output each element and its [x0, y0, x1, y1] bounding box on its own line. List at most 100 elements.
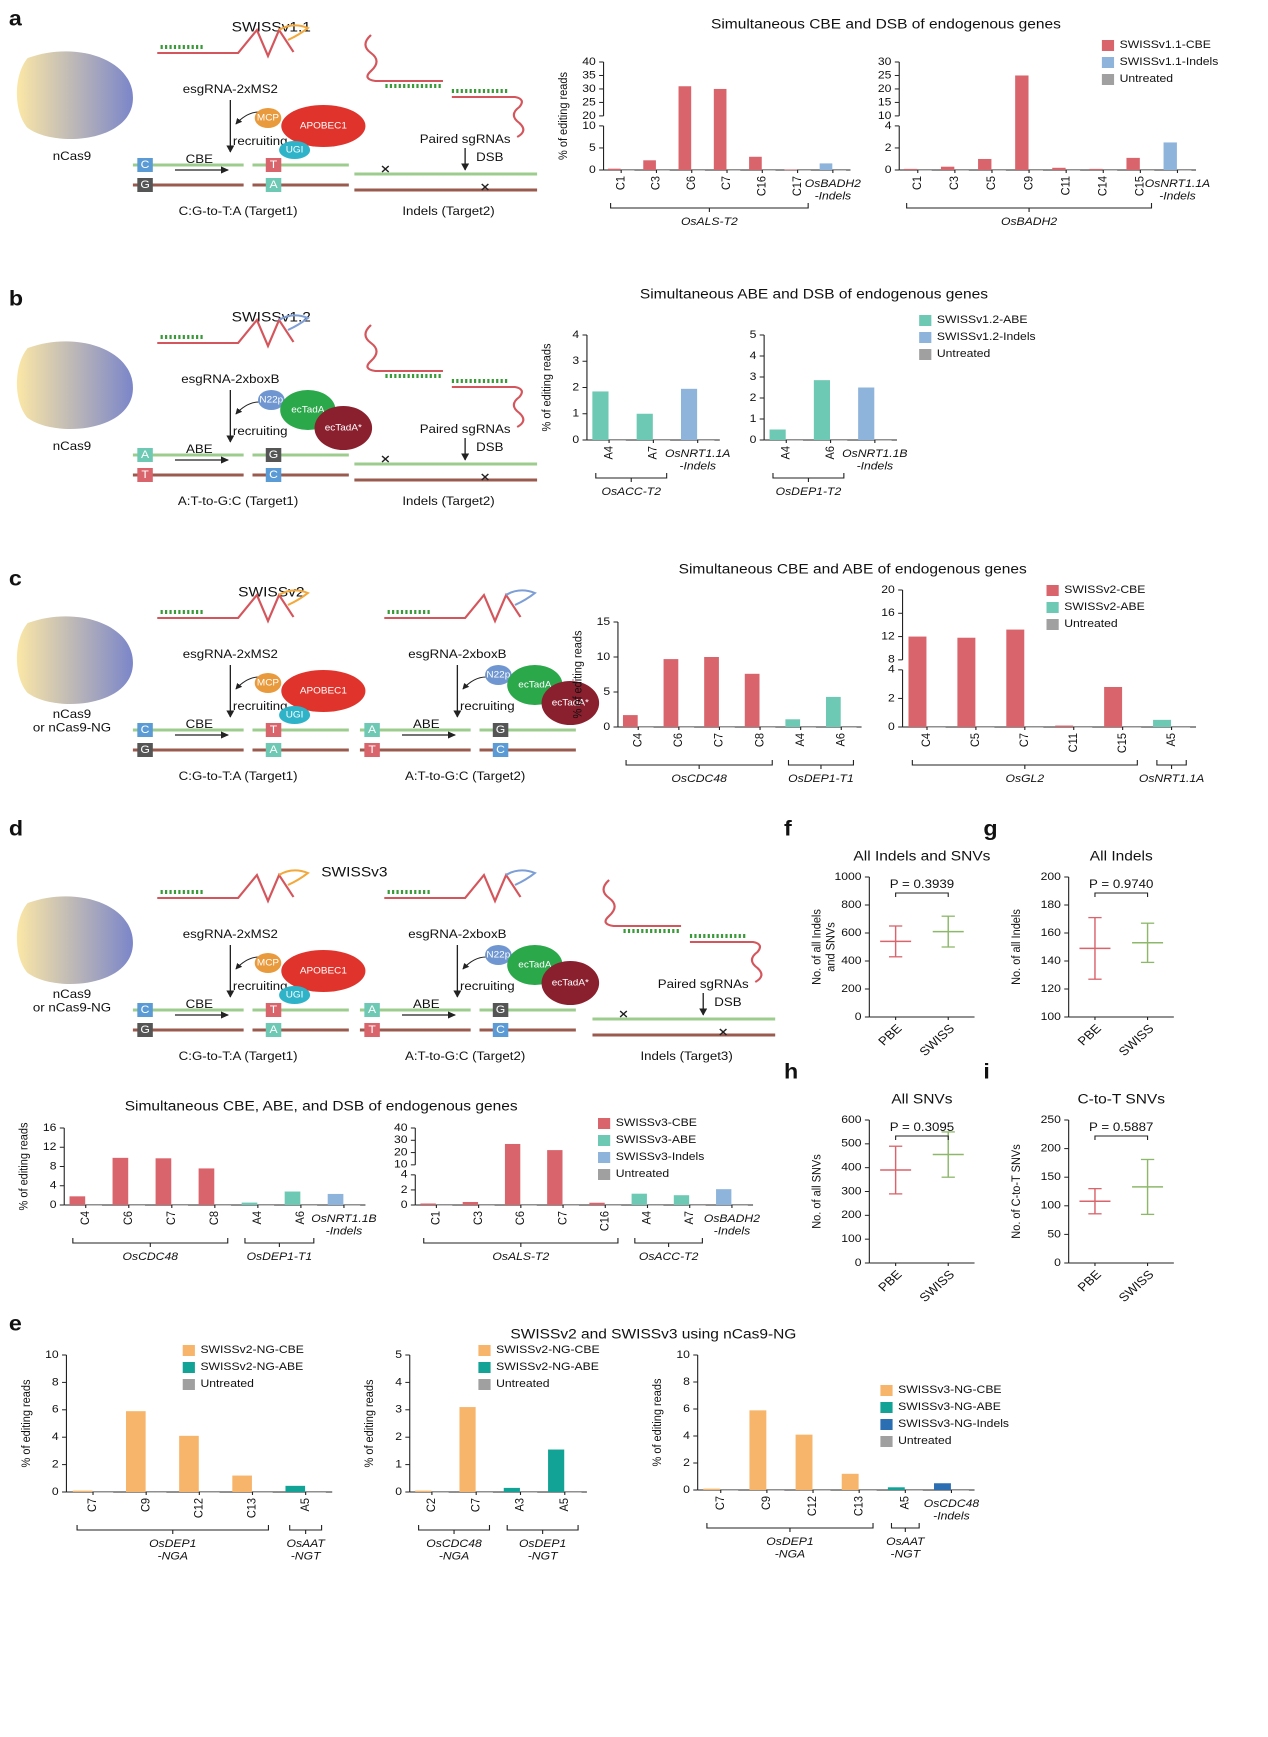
base-label: C — [496, 743, 505, 755]
guide-label: esgRNA-2xMS2 — [183, 928, 278, 941]
y-tick-label: 4 — [395, 1376, 402, 1388]
legend-swatch — [880, 1436, 893, 1447]
protein-label: ecTadA — [518, 960, 552, 970]
y-tick-label: 2 — [52, 1458, 59, 1470]
base-label: T — [368, 1023, 375, 1035]
y-tick-label: 8 — [888, 653, 895, 665]
y-tick-label: 5 — [750, 328, 757, 340]
base-label: A — [269, 1023, 277, 1035]
bar — [833, 170, 847, 171]
aptamer — [505, 869, 537, 886]
x-tick-label: OsNRT1.1A -Indels — [665, 447, 731, 472]
guide-label: esgRNA-2xMS2 — [183, 648, 278, 661]
y-tick-label: 20 — [582, 109, 596, 121]
p-bracket — [895, 892, 949, 897]
protein-label: UGI — [286, 990, 304, 1000]
base-box — [137, 178, 153, 192]
legend-label: SWISSv2-ABE — [1064, 600, 1145, 612]
bar — [126, 1411, 146, 1492]
bar — [420, 1203, 436, 1205]
legend-label: SWISSv2-NG-ABE — [200, 1360, 303, 1372]
bar — [1178, 170, 1192, 171]
base-label: A — [141, 448, 149, 460]
group-label: OsDEP1 -NGA — [766, 1535, 813, 1560]
panel-label: a — [9, 7, 23, 31]
group-label: OsAAT -NGT — [286, 1537, 325, 1562]
y-tick-label: 2 — [395, 1431, 402, 1443]
y-tick-label: 2 — [888, 692, 895, 704]
y-tick-label: 180 — [1041, 898, 1061, 910]
base-label: T — [368, 743, 375, 755]
aptamer — [505, 589, 537, 606]
y-tick-label: 1 — [750, 412, 757, 424]
panel-heading: SWISSv1.2 — [232, 310, 311, 325]
x-tick-label: C3 — [471, 1211, 485, 1225]
protein-label: N22p — [259, 395, 283, 405]
outcome-label: A:T-to-G:C (Target2) — [405, 770, 525, 783]
group-bracket — [244, 1238, 315, 1247]
x-tick-label: C15 — [1115, 733, 1129, 753]
outcome-label: A:T-to-G:C (Target1) — [178, 495, 298, 508]
legend-swatch — [1046, 585, 1059, 596]
x-tick-label: C4 — [78, 1210, 92, 1225]
reaction-label: DSB — [476, 151, 503, 164]
bar — [643, 160, 656, 170]
base-label: G — [140, 1023, 149, 1035]
y-tick-label: 5 — [589, 141, 596, 153]
bar — [648, 1205, 664, 1206]
panel-label: c — [9, 567, 22, 591]
y-tick-label: 0 — [572, 433, 579, 445]
bar — [673, 1195, 690, 1205]
bar — [284, 1191, 301, 1205]
reaction-label: DSB — [476, 441, 503, 454]
y-tick-label: 4 — [750, 349, 757, 361]
group-label: OsDEP1-T1 — [788, 772, 854, 784]
chart-title: C-to-T SNVs — [1077, 1092, 1165, 1107]
y-tick-label: 0 — [589, 163, 596, 175]
bar — [657, 170, 670, 171]
outcome-label: C:G-to-T:A (Target1) — [179, 205, 298, 218]
group-bracket — [706, 1523, 874, 1532]
x-tick-label: C7 — [1018, 733, 1032, 747]
legend-swatch — [1101, 57, 1115, 68]
x-tick-label: A4 — [251, 1210, 265, 1224]
x-tick-label: C7 — [720, 176, 734, 190]
bar — [199, 1492, 220, 1493]
bar — [957, 637, 976, 727]
outcome-label: C:G-to-T:A (Target1) — [179, 770, 298, 783]
bar — [1153, 719, 1172, 727]
base-label: C — [141, 158, 150, 170]
x-tick-label: C3 — [649, 176, 663, 190]
group-label: OsALS-T2 — [681, 215, 738, 227]
bar — [841, 727, 857, 728]
protein — [281, 670, 366, 712]
legend-swatch — [880, 1419, 893, 1430]
y-tick-label: 400 — [841, 954, 861, 966]
base-box — [265, 448, 282, 462]
x-tick-label: C16 — [755, 176, 769, 196]
bar — [934, 1483, 951, 1490]
y-tick-label: 2 — [401, 1183, 408, 1195]
cas9-shape — [16, 896, 133, 985]
base-label: G — [496, 1003, 505, 1015]
x-tick-label: A4 — [793, 732, 807, 746]
legend-label: SWISSv2-NG-CBE — [200, 1343, 304, 1355]
protein-label: UGI — [286, 145, 304, 155]
y-tick-label: 0 — [885, 163, 892, 175]
guide-label: Paired sgRNAs — [420, 423, 511, 436]
p-bracket — [1094, 892, 1149, 897]
y-tick-label: 12 — [43, 1141, 57, 1153]
legend-label: SWISSv3-ABE — [616, 1133, 697, 1145]
bar — [698, 440, 715, 441]
bar — [679, 727, 695, 728]
x-tick-label: SWISS — [1116, 1022, 1157, 1059]
y-tick-label: 500 — [841, 1137, 861, 1149]
bar — [69, 1196, 86, 1205]
x-tick-label: PBE — [1075, 1268, 1104, 1294]
x-tick-label: C1 — [910, 176, 924, 190]
reaction-label: CBE — [186, 718, 213, 731]
bar — [462, 1201, 479, 1205]
y-tick-label: 10 — [597, 650, 611, 662]
x-tick-label: C5 — [969, 733, 983, 747]
group-bracket — [890, 1523, 920, 1532]
